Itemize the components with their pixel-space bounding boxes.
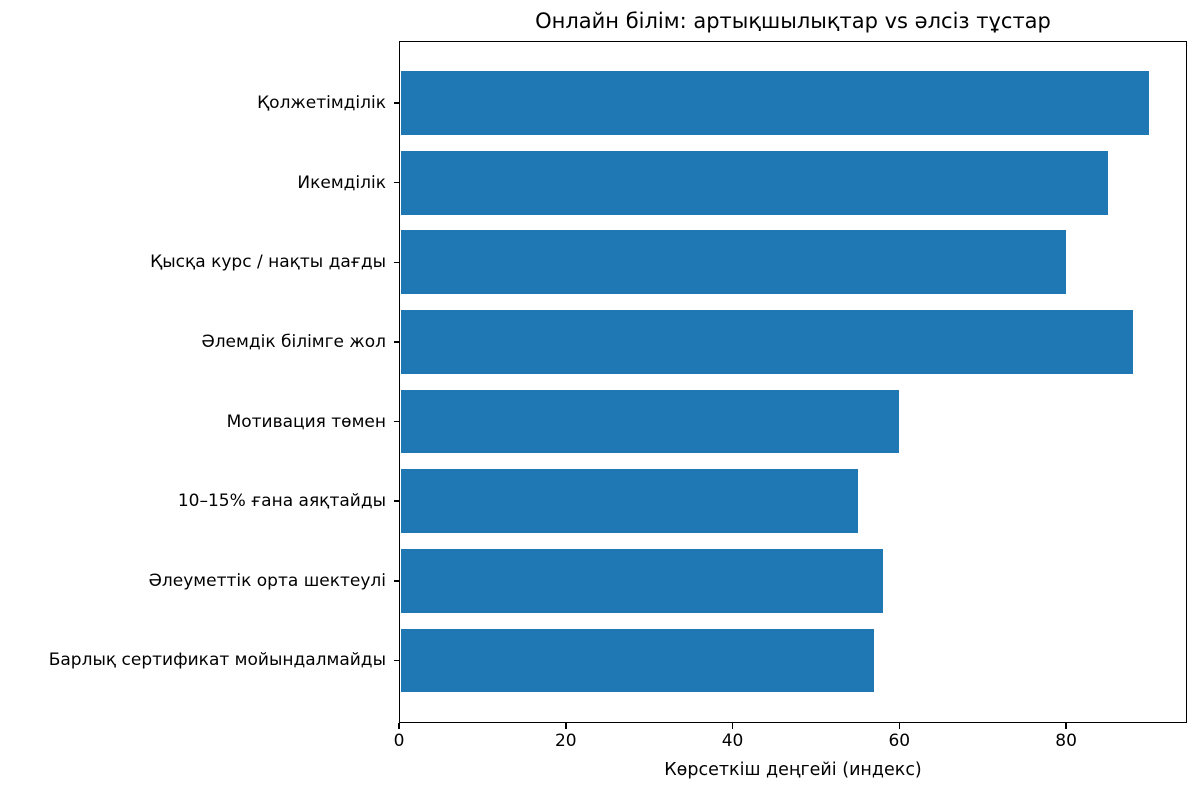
y-tick-mark [394,102,399,104]
x-tick-label: 40 [721,730,744,751]
y-tick-label: Қолжетімділік [257,93,386,114]
x-tick-label: 0 [393,730,405,751]
chart-title: Онлайн білім: артықшылықтар vs әлсіз тұс… [535,9,1051,33]
x-tick-label: 20 [554,730,577,751]
bar [400,389,900,454]
x-tick-mark [1065,722,1067,729]
bar [400,150,1108,215]
y-tick-label: Мотивация төмен [226,411,386,432]
plot-area [399,41,1187,723]
x-axis-label: Көрсеткіш деңгейі (индекс) [664,760,922,780]
bar [400,548,883,613]
y-tick-label: Барлық сертификат мойындалмайды [48,650,386,671]
y-tick-mark [394,659,399,662]
y-tick-mark [394,181,399,184]
x-tick-label: 80 [1055,730,1077,751]
y-tick-mark [394,420,399,423]
bar [400,469,858,533]
y-tick-label: Әлеуметтік орта шектеулі [148,570,386,591]
bar [400,310,1133,374]
y-tick-mark [394,580,399,582]
x-tick-mark [898,722,901,729]
y-tick-label: Әлемдік білімге жол [201,331,386,352]
x-tick-mark [398,722,400,729]
y-tick-mark [394,261,399,264]
bar [400,71,1150,135]
y-tick-mark [394,500,399,502]
y-tick-label: Қысқа курс / нақты дағды [150,252,386,273]
y-tick-label: 10–15% ғана аяқтайды [177,491,386,512]
x-tick-mark [731,722,734,729]
y-tick-mark [394,341,399,343]
bar [400,628,875,693]
x-tick-label: 60 [888,730,911,751]
x-tick-mark [565,722,567,729]
y-tick-label: Икемділік [297,172,386,193]
bar [400,230,1067,295]
